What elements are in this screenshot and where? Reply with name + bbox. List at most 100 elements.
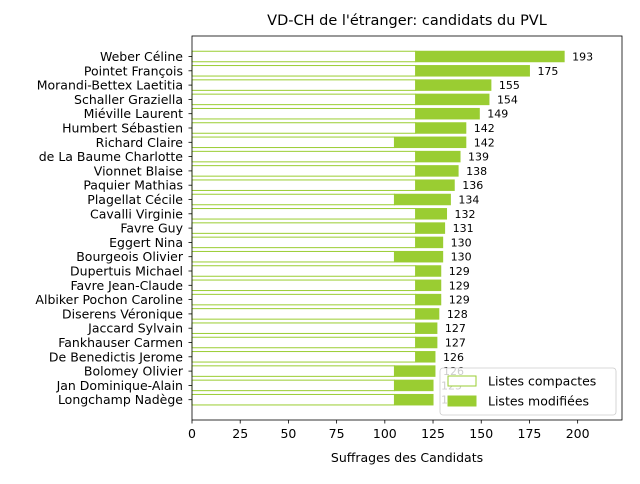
y-tick-label: Richard Claire <box>96 135 184 150</box>
bar-compact <box>191 193 395 206</box>
bar-compact <box>191 50 417 63</box>
y-tick-label: Diserens Véronique <box>62 306 183 321</box>
y-tick-label: Plagellat Cécile <box>87 192 183 207</box>
value-label: 136 <box>462 179 483 192</box>
bar-compact <box>191 265 417 277</box>
bar-compact <box>191 150 417 163</box>
x-axis: 0 25 50 75 100 125 150 175 200 <box>188 420 590 441</box>
bar-compact <box>191 336 417 349</box>
legend-swatch <box>447 375 477 387</box>
value-label: 130 <box>451 236 472 249</box>
bar-compact <box>191 136 395 149</box>
y-tick-label: Schaller Graziella <box>74 92 183 107</box>
y-tick-label: Favre Jean-Claude <box>70 278 183 293</box>
bar-modified <box>393 250 444 263</box>
bar-compact <box>191 179 417 191</box>
value-label: 126 <box>443 351 464 364</box>
y-tick-label: Albiker Pochon Caroline <box>35 292 183 307</box>
value-label: 175 <box>537 65 558 78</box>
y-tick-label: Cavalli Virginie <box>90 206 183 221</box>
y-tick-label: Jan Dominique-Alain <box>56 378 183 393</box>
value-label: 127 <box>445 337 466 350</box>
bar-modified <box>393 365 436 377</box>
value-label: 155 <box>499 79 520 92</box>
x-tick-label: 0 <box>188 426 196 441</box>
bar-compact <box>191 379 395 392</box>
value-label: 127 <box>445 322 466 335</box>
legend-label: Listes compactes <box>488 374 596 389</box>
y-tick-label: de La Baume Charlotte <box>39 149 184 164</box>
bar-modified <box>415 208 448 220</box>
bar-compact <box>191 165 417 177</box>
bar-modified <box>415 236 444 249</box>
y-tick-label: Jaccard Sylvain <box>87 321 183 336</box>
bar-compact <box>191 107 417 120</box>
bar-compact <box>191 236 417 249</box>
x-tick-label: 50 <box>280 426 296 441</box>
bar-compact <box>191 208 417 220</box>
bar-modified <box>415 50 565 63</box>
bar-modified <box>415 93 490 106</box>
value-label: 130 <box>451 251 472 264</box>
legend-label: Listes modifiées <box>488 394 589 409</box>
bar-modified <box>393 393 434 406</box>
legend-swatch <box>447 395 477 407</box>
value-label: 134 <box>458 194 479 207</box>
bar-modified <box>415 179 455 191</box>
x-tick-label: 75 <box>329 426 345 441</box>
y-tick-label: Pointet François <box>84 63 183 78</box>
y-tick-label: Vionnet Blaise <box>94 163 184 178</box>
bar-modified <box>393 379 434 392</box>
bar-compact <box>191 293 417 306</box>
x-tick-label: 25 <box>232 426 248 441</box>
bar-compact <box>191 122 417 134</box>
bar-compact <box>191 351 417 363</box>
y-tick-label: Miéville Laurent <box>84 106 183 121</box>
bar-modified <box>415 336 438 349</box>
y-tick-label: Morandi-Bettex Laetitia <box>37 78 183 93</box>
bars-layer <box>191 50 565 406</box>
value-label: 139 <box>468 151 489 164</box>
value-label: 129 <box>449 265 470 278</box>
x-tick-label: 150 <box>469 426 493 441</box>
bar-modified <box>415 165 459 177</box>
y-tick-label: Bolomey Olivier <box>84 364 184 379</box>
value-label: 154 <box>497 93 518 106</box>
bar-compact <box>191 365 395 377</box>
bar-compact <box>191 65 417 77</box>
y-tick-label: Eggert Nina <box>109 235 183 250</box>
bar-modified <box>415 122 467 134</box>
y-tick-label: Longchamp Nadège <box>58 392 183 407</box>
bar-modified <box>415 265 442 277</box>
y-tick-label: De Benedictis Jerome <box>49 349 183 364</box>
y-tick-label: Paquier Mathias <box>83 178 183 193</box>
legend: Listes compactes Listes modifiées <box>439 367 617 416</box>
value-label: 142 <box>474 122 495 135</box>
bar-modified <box>415 65 530 77</box>
y-tick-label: Weber Céline <box>100 49 183 64</box>
y-tick-label: Dupertuis Michael <box>70 264 183 279</box>
bar-modified <box>415 351 436 363</box>
bar-modified <box>415 79 492 91</box>
value-label: 149 <box>487 108 508 121</box>
legend-box <box>439 367 617 416</box>
x-axis-label: Suffrages des Candidats <box>331 450 483 465</box>
bar-compact <box>191 393 395 406</box>
x-tick-label: 175 <box>518 426 542 441</box>
x-tick-label: 125 <box>421 426 445 441</box>
bar-compact <box>191 79 417 91</box>
value-label: 138 <box>466 165 487 178</box>
bar-compact <box>191 279 417 292</box>
bar-modified <box>393 136 467 149</box>
y-tick-label: Humbert Sébastien <box>62 121 183 136</box>
y-tick-label: Favre Guy <box>120 221 183 236</box>
bar-modified <box>415 107 480 120</box>
value-label: 129 <box>449 294 470 307</box>
y-tick-label: Bourgeois Olivier <box>76 249 184 264</box>
chart-title: VD-CH de l'étranger: candidats du PVL <box>267 13 547 29</box>
bar-modified <box>415 222 446 234</box>
bar-compact <box>191 308 417 320</box>
